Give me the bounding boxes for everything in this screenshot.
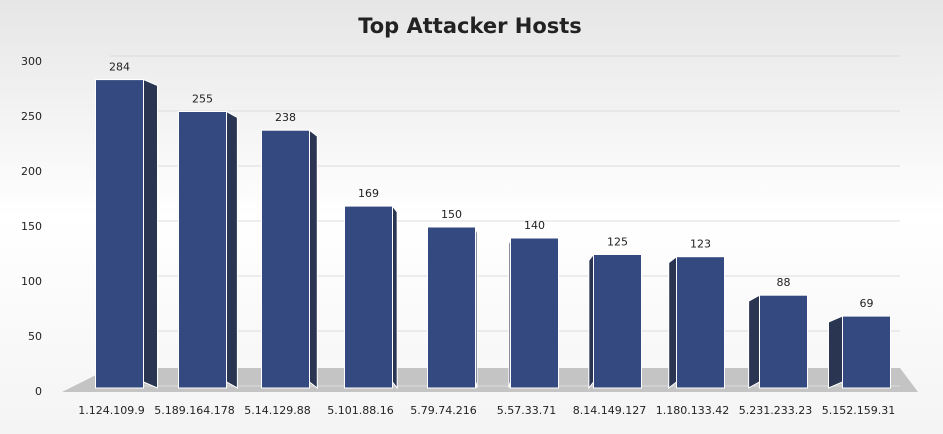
y-tick-label: 200 [21,165,42,178]
chart-title: Top Attacker Hosts [358,14,582,38]
bar-side [226,110,238,389]
data-label: 125 [607,236,628,249]
y-tick-label: 150 [21,220,42,233]
bar [261,129,310,389]
data-label: 150 [441,208,462,221]
x-tick-label: 5.101.88.16 [327,404,393,417]
data-label: 284 [109,61,130,74]
bar-side [392,204,398,390]
data-label: 88 [777,276,791,289]
bar [95,79,144,389]
y-tick-label: 250 [21,110,42,123]
y-tick-label: 100 [21,275,42,288]
x-tick-label: 5.14.129.88 [244,404,310,417]
x-tick-label: 1.180.133.42 [656,404,729,417]
bar-side [309,129,318,390]
x-tick-label: 5.79.74.216 [410,404,476,417]
bar-side [588,253,594,390]
bar-side [748,294,760,389]
bar [593,254,642,389]
bar [344,205,393,389]
bar [427,226,476,389]
data-label: 140 [524,219,545,232]
bar-side [828,315,843,389]
data-label: 238 [275,111,296,124]
data-label: 123 [690,238,711,251]
x-tick-label: 5.231.233.23 [739,404,812,417]
bar [759,294,808,389]
x-tick-label: 1.124.109.9 [78,404,144,417]
data-label: 169 [358,187,379,200]
y-tick-label: 300 [21,55,42,68]
bar [842,315,891,389]
bar [178,111,227,389]
x-tick-label: 5.57.33.71 [497,404,556,417]
y-tick-label: 0 [35,385,42,398]
bar-side [668,255,677,390]
bar [510,237,559,389]
bar-side [143,78,158,389]
data-label: 69 [860,297,874,310]
x-tick-label: 8.14.149.127 [573,404,646,417]
x-tick-label: 5.152.159.31 [822,404,895,417]
bar [676,256,725,389]
x-tick-label: 5.189.164.178 [154,404,234,417]
y-tick-label: 50 [28,330,42,343]
data-label: 255 [192,93,213,106]
